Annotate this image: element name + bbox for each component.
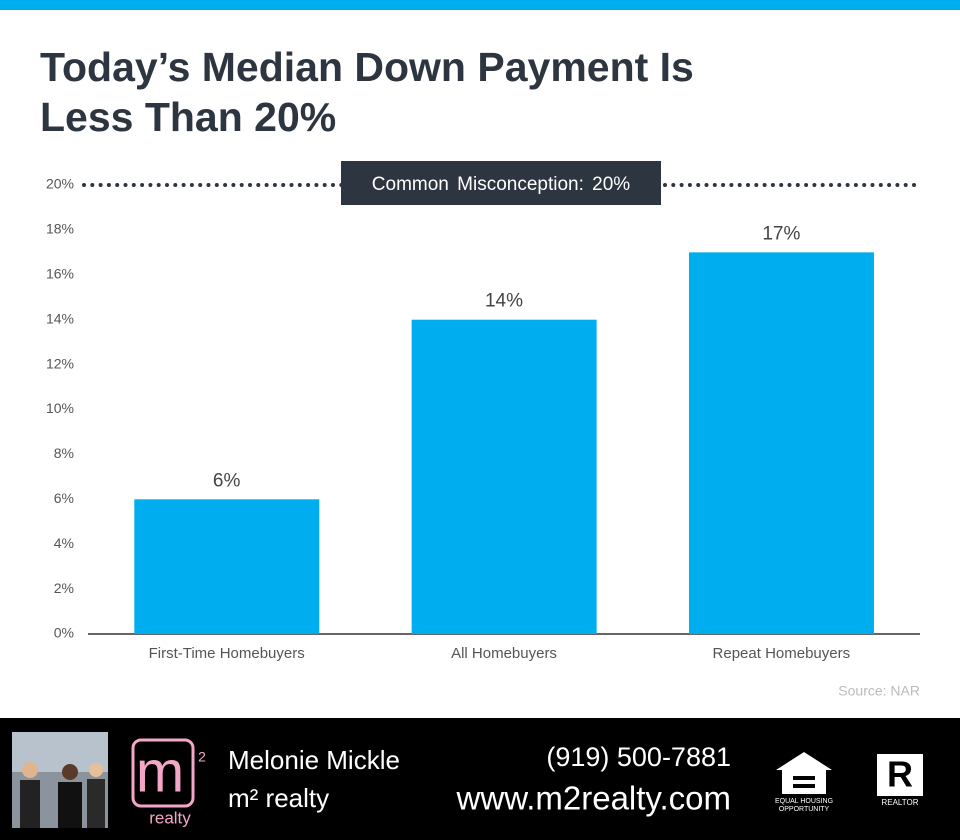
- y-tick-label: 18%: [46, 221, 74, 237]
- y-tick-label: 16%: [46, 266, 74, 282]
- source: Source: NAR: [838, 683, 920, 699]
- company-logo: m 2 realty: [131, 738, 206, 827]
- y-tick-label: 10%: [46, 400, 74, 416]
- value-label: 14%: [485, 291, 523, 312]
- bar: [688, 252, 874, 634]
- y-tick-label: 12%: [46, 355, 74, 371]
- bar: [134, 499, 320, 634]
- company-name: m² realty: [228, 783, 329, 813]
- bar: [411, 319, 597, 634]
- y-tick-label: 6%: [54, 490, 74, 506]
- y-tick-label: 14%: [46, 310, 74, 326]
- y-tick-label: 20%: [46, 176, 74, 192]
- logo-superscript: 2: [198, 749, 206, 765]
- y-tick-label: 2%: [54, 580, 74, 596]
- phone: (919) 500-7881: [546, 742, 731, 772]
- chart-title: Today’s Median Down Payment Is Less Than…: [40, 44, 694, 140]
- x-tick-label: All Homebuyers: [451, 645, 557, 662]
- reference-label: Common Misconception: 20%: [372, 174, 630, 195]
- badge-text: REALTOR: [881, 798, 918, 807]
- realtor-logo: R REALTOR: [877, 754, 923, 807]
- logo-word: realty: [149, 808, 191, 827]
- y-tick-label: 4%: [54, 535, 74, 551]
- agent-name: Melonie Mickle: [228, 745, 400, 775]
- value-label: 17%: [762, 223, 800, 244]
- x-tick-label: Repeat Homebuyers: [713, 645, 851, 662]
- y-tick-label: 0%: [54, 625, 74, 641]
- x-tick-label: First-Time Homebuyers: [149, 645, 305, 662]
- top-stripe: [0, 0, 960, 10]
- logo-letter: m: [136, 739, 184, 804]
- y-tick-label: 8%: [54, 445, 74, 461]
- website: www.m2realty.com: [456, 780, 731, 817]
- badge-text: OPPORTUNITY: [779, 806, 830, 813]
- equal-housing-logo: EQUAL HOUSING OPPORTUNITY: [775, 752, 833, 813]
- badge-text: EQUAL HOUSING: [775, 798, 833, 805]
- footer: m 2 realty Melonie Mickle m² realty (919…: [0, 718, 960, 840]
- agent-photo: [12, 732, 108, 828]
- svg-text:R: R: [887, 754, 913, 795]
- value-label: 6%: [213, 470, 241, 491]
- reference-label-box: [341, 161, 661, 205]
